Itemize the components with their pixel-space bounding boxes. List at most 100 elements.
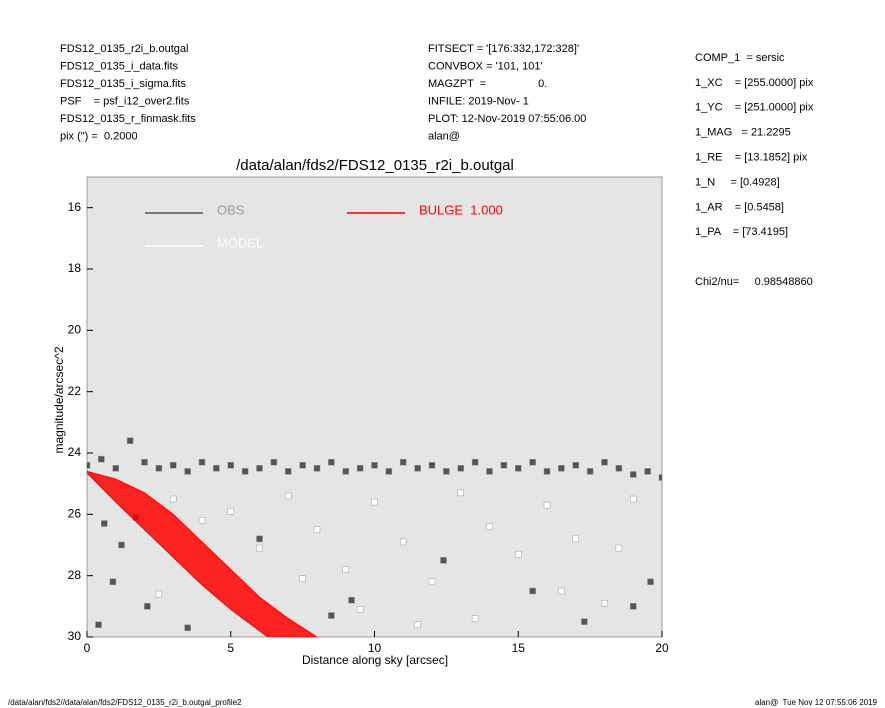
data-point	[313, 465, 321, 472]
data-point	[241, 468, 249, 475]
x-tick-label: 5	[227, 641, 234, 655]
x-tick-label: 15	[512, 641, 526, 655]
data-point	[644, 468, 651, 475]
x-tick-label: 10	[368, 641, 382, 655]
header-left-line: pix (") = 0.2000	[60, 130, 138, 142]
data-point	[227, 508, 234, 515]
parameter-line: 1_YC = [251.0000] pix	[695, 102, 814, 114]
data-point	[371, 462, 378, 469]
data-point	[256, 535, 263, 543]
data-point	[356, 606, 364, 613]
data-point	[342, 566, 349, 573]
data-point	[572, 535, 579, 543]
data-point	[558, 465, 565, 472]
data-point	[486, 468, 493, 475]
y-tick-label: 18	[68, 261, 82, 275]
data-point	[109, 578, 117, 586]
data-point	[457, 489, 464, 497]
y-tick-label: 30	[68, 629, 82, 643]
header-center-line: PLOT: 12-Nov-2019 07:55:06.00	[428, 113, 586, 125]
data-point	[141, 458, 148, 466]
data-point	[630, 603, 637, 610]
data-point	[586, 468, 594, 475]
legend-label: BULGE 1.000	[419, 202, 503, 217]
data-point	[118, 541, 125, 549]
header-left-line: FDS12_0135_i_data.fits	[60, 60, 179, 72]
data-point	[428, 462, 436, 469]
data-point	[213, 465, 220, 472]
data-point	[630, 495, 637, 503]
data-point	[486, 523, 493, 530]
data-point	[87, 462, 91, 469]
data-point	[198, 458, 206, 466]
data-point	[457, 465, 464, 472]
parameter-line: 1_MAG = 21.2295	[695, 127, 791, 139]
data-point	[471, 615, 479, 622]
data-point	[256, 544, 263, 552]
parameter-line: 1_PA = [73.4195]	[695, 226, 788, 238]
y-tick-label: 28	[68, 568, 82, 582]
data-point	[601, 458, 608, 466]
data-point	[529, 587, 536, 595]
y-tick-label: 24	[68, 445, 82, 459]
data-point	[414, 621, 421, 628]
data-point	[543, 468, 551, 475]
data-point	[144, 603, 151, 610]
data-point	[558, 587, 565, 595]
parameter-line: 1_AR = [0.5458]	[695, 201, 784, 213]
header-left-line: FDS12_0135_r2i_b.outgal	[60, 43, 188, 55]
parameter-line: COMP_1 = sersic	[695, 52, 785, 64]
data-point	[647, 578, 654, 586]
data-point	[443, 468, 450, 475]
data-point	[471, 458, 479, 466]
data-point	[428, 578, 436, 586]
header-center-line: alan@	[428, 130, 460, 142]
data-point	[198, 517, 206, 524]
header-center-line: INFILE: 2019-Nov- 1	[428, 95, 529, 107]
data-point	[155, 590, 163, 598]
data-point	[126, 437, 134, 444]
data-point	[385, 468, 393, 475]
data-point	[227, 462, 234, 469]
data-point	[170, 462, 177, 469]
bulge-edge	[87, 470, 318, 637]
data-point	[500, 462, 508, 469]
data-point	[342, 468, 349, 475]
data-point	[400, 538, 407, 546]
data-point	[285, 468, 292, 475]
data-point	[630, 471, 637, 478]
legend-label: OBS	[217, 202, 245, 217]
data-point	[348, 596, 355, 604]
data-point	[95, 621, 102, 628]
data-point	[184, 624, 191, 632]
data-point	[184, 468, 191, 475]
header-left-line: PSF = psf_i12_over2.fits	[60, 95, 190, 107]
data-point	[543, 501, 551, 509]
y-tick-label: 16	[68, 200, 82, 214]
parameter-line: 1_RE = [13.1852] pix	[695, 152, 808, 164]
data-point	[356, 465, 364, 472]
data-point	[299, 462, 306, 469]
data-point	[155, 465, 163, 472]
chart-title: /data/alan/fds2/FDS12_0135_r2i_b.outgal	[236, 157, 514, 174]
data-point	[601, 600, 608, 607]
parameter-line: 1_N = [0.4928]	[695, 176, 780, 188]
footer-right: alan@ Tue Nov 12 07:55:06 2019	[755, 698, 878, 707]
data-point	[515, 465, 522, 472]
y-axis-label: magnitude/arcsec^2	[52, 346, 66, 453]
data-point	[414, 465, 421, 472]
data-point	[170, 495, 177, 503]
plot-content	[87, 437, 662, 637]
data-point	[572, 462, 579, 469]
y-tick-label: 22	[68, 384, 82, 398]
bulge-edge	[87, 472, 269, 637]
y-tick-label: 20	[68, 323, 82, 337]
data-point	[112, 465, 119, 472]
data-point	[313, 526, 321, 533]
header-center-line: MAGZPT = 0.	[428, 78, 547, 90]
data-point	[256, 465, 263, 472]
data-point	[101, 520, 108, 527]
x-axis-label: Distance along sky [arcsec]	[302, 653, 448, 667]
data-point	[285, 492, 292, 500]
x-tick-label: 20	[655, 641, 669, 655]
